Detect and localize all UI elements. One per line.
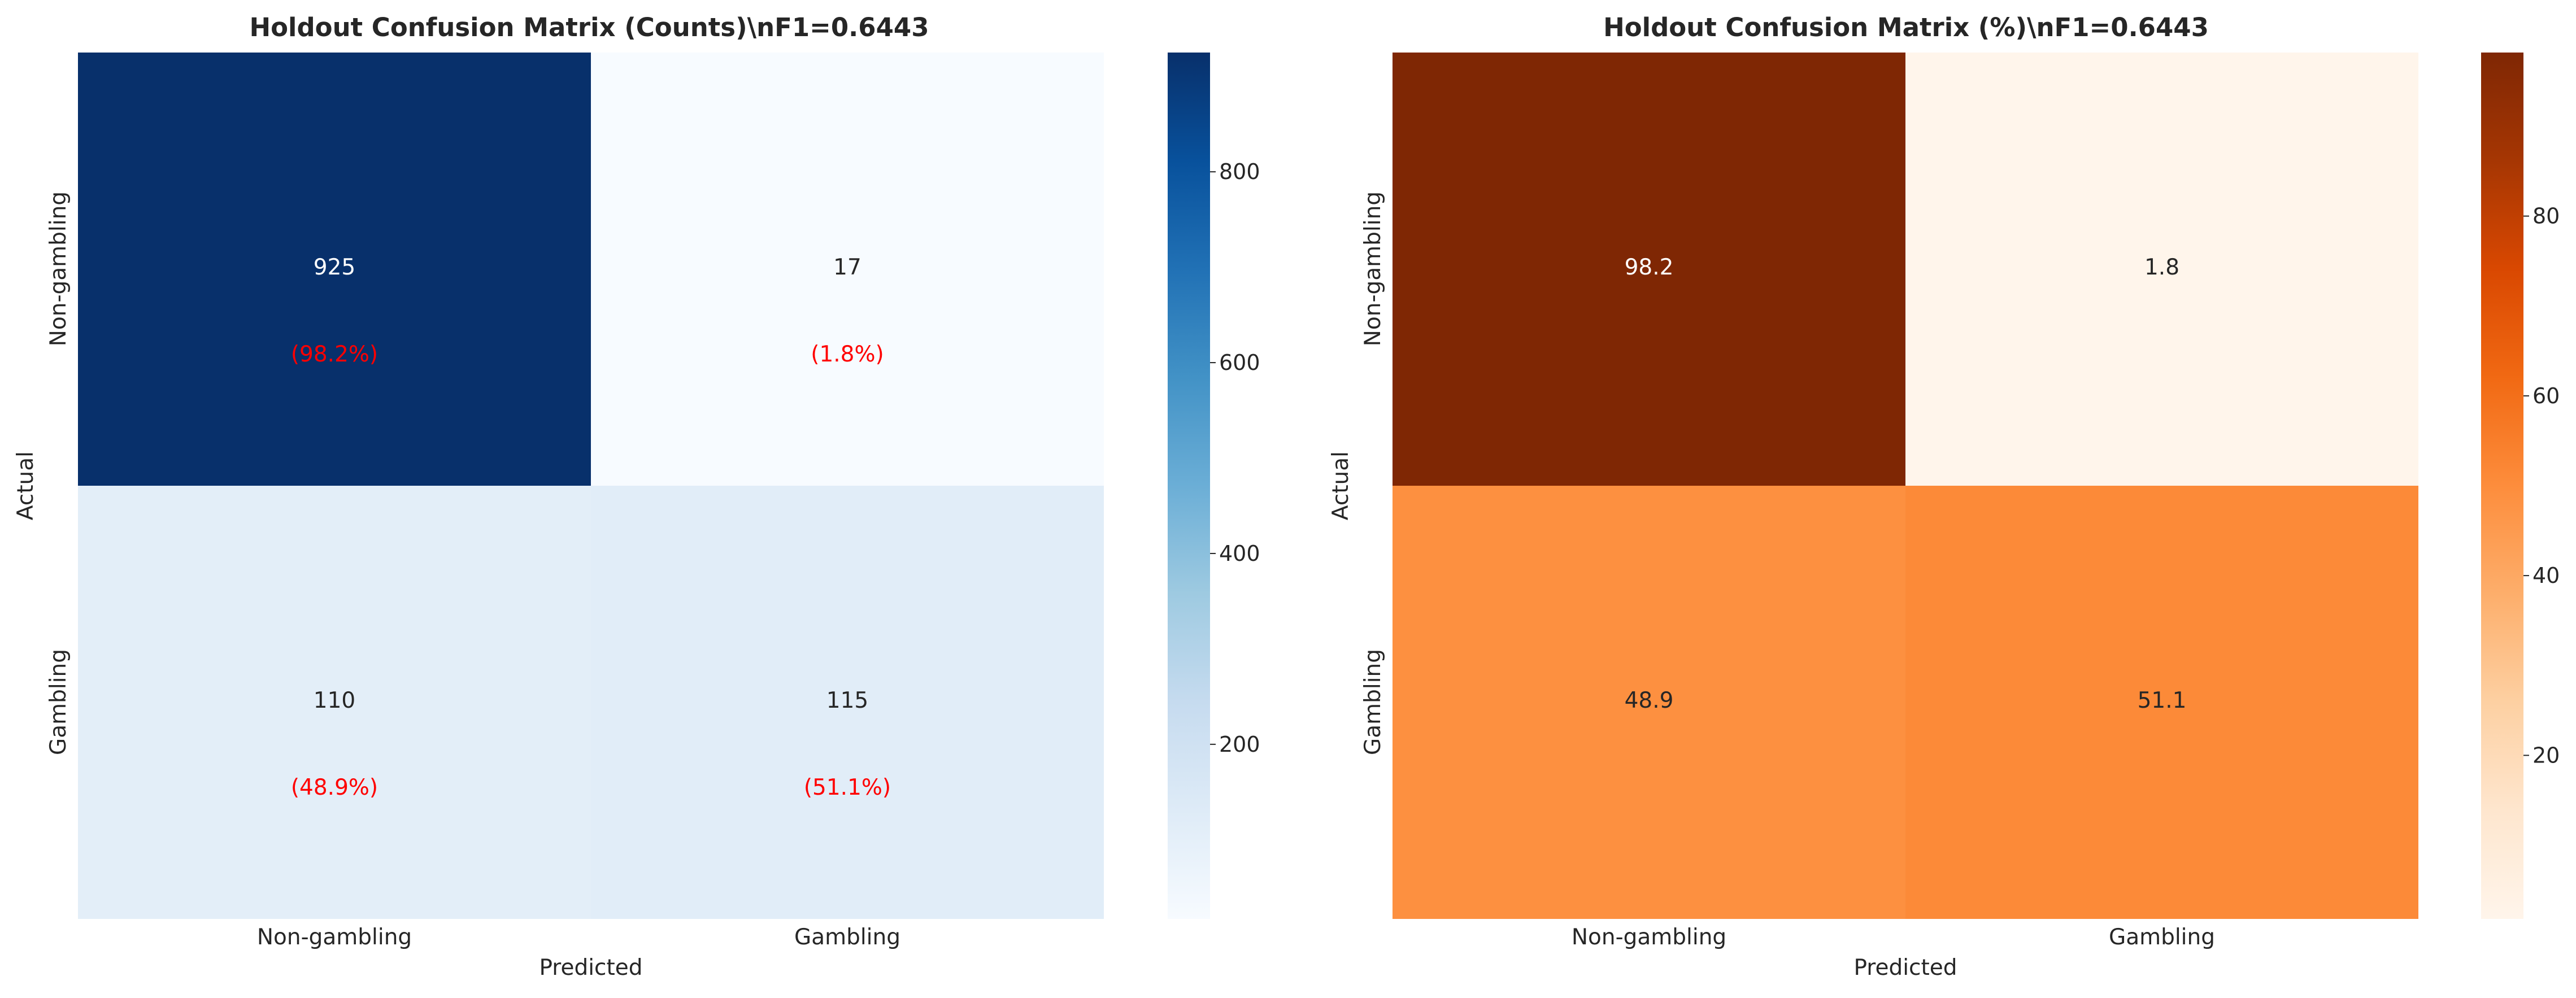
y-axis-label: Actual [1328, 451, 1354, 520]
cell-value-label: 51.1 [2138, 688, 2187, 713]
y-tick-label: Gambling [46, 649, 71, 755]
y-tick-label: Non-gambling [1360, 191, 1386, 346]
cell-percent-label: (51.1%) [804, 775, 891, 800]
y-axis-label: Actual [13, 451, 38, 520]
panel-counts: Holdout Confusion Matrix (Counts)\nF1=0.… [13, 12, 1260, 980]
panel-percent-title: Holdout Confusion Matrix (%)\nF1=0.6443 [1603, 12, 2209, 42]
x-tick-label: Gambling [794, 925, 900, 950]
y-tick-label: Non-gambling [46, 191, 71, 346]
panel-percent-colorbar: 20 40 60 80 [2481, 53, 2560, 919]
panel-counts-title: Holdout Confusion Matrix (Counts)\nF1=0.… [249, 12, 929, 42]
colorbar-tick-label: 60 [2533, 383, 2560, 408]
cell-value-label: 48.9 [1625, 688, 1674, 713]
heatmap-cell [78, 486, 591, 919]
panel-counts-colorbar: 200 400 600 800 [1168, 53, 1260, 919]
colorbar-tick-label: 400 [1219, 541, 1260, 566]
cell-value-label: 110 [314, 688, 355, 713]
cell-value-label: 1.8 [2144, 255, 2179, 280]
heatmap-cell [1905, 486, 2418, 919]
colorbar-gradient [2481, 53, 2523, 919]
colorbar-tick-label: 80 [2533, 204, 2560, 229]
x-tick-label: Non-gambling [1572, 925, 1726, 950]
cell-value-label: 925 [314, 255, 355, 280]
cell-value-label: 98.2 [1625, 255, 1674, 280]
colorbar-ticks: 200 400 600 800 [1210, 159, 1260, 757]
heatmap-cell [1393, 53, 1905, 486]
x-axis-label: Predicted [539, 955, 642, 980]
colorbar-tick-label: 600 [1219, 350, 1260, 375]
cell-percent-label: (48.9%) [291, 775, 378, 800]
heatmap-cell [78, 53, 591, 486]
colorbar-tick-label: 800 [1219, 159, 1260, 184]
heatmap-cell [1905, 53, 2418, 486]
panel-percent-y-ticks: Non-gambling Gambling [1360, 191, 1386, 755]
panel-counts-x-ticks: Non-gambling Gambling [257, 925, 900, 950]
cell-value-label: 17 [833, 255, 861, 280]
x-axis-label: Predicted [1853, 955, 1957, 980]
panel-percent-annotations: 98.2 1.8 48.9 51.1 [1625, 255, 2187, 713]
colorbar-ticks: 20 40 60 80 [2523, 204, 2560, 768]
x-tick-label: Gambling [2109, 925, 2215, 950]
x-tick-label: Non-gambling [257, 925, 412, 950]
colorbar-tick-label: 40 [2533, 563, 2560, 588]
y-tick-label: Gambling [1360, 649, 1386, 755]
cell-percent-label: (98.2%) [291, 342, 378, 367]
heatmap-cell [1393, 486, 1905, 919]
panel-counts-y-ticks: Non-gambling Gambling [46, 191, 71, 755]
cell-value-label: 115 [826, 688, 868, 713]
panel-counts-annotations: 925 17 110 115 (98.2%) (1.8%) (48.9%) (5… [291, 255, 891, 800]
panel-percent: Holdout Confusion Matrix (%)\nF1=0.6443 … [1328, 12, 2560, 980]
panel-percent-cells [1393, 53, 2418, 919]
heatmap-cell [591, 486, 1104, 919]
colorbar-tick-label: 20 [2533, 743, 2560, 768]
panel-percent-x-ticks: Non-gambling Gambling [1572, 925, 2215, 950]
colorbar-tick-label: 200 [1219, 732, 1260, 757]
cell-percent-label: (1.8%) [811, 342, 884, 367]
heatmap-cell [591, 53, 1104, 486]
colorbar-gradient [1168, 53, 1210, 919]
panel-counts-cells [78, 53, 1104, 919]
